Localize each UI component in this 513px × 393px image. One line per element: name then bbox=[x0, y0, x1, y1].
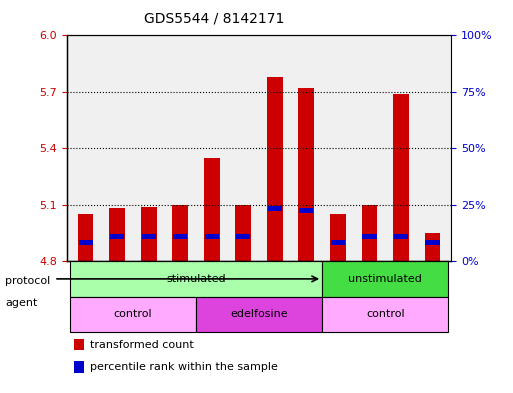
Bar bbox=[425, 240, 440, 245]
Bar bbox=[236, 234, 250, 239]
Bar bbox=[109, 208, 125, 261]
Bar bbox=[173, 234, 187, 239]
Bar bbox=[425, 233, 440, 261]
Bar bbox=[142, 234, 156, 239]
FancyBboxPatch shape bbox=[322, 261, 448, 297]
Bar bbox=[267, 77, 283, 261]
Bar bbox=[235, 205, 251, 261]
Bar bbox=[394, 234, 408, 239]
Text: transformed count: transformed count bbox=[90, 340, 193, 349]
Text: control: control bbox=[113, 309, 152, 320]
FancyBboxPatch shape bbox=[70, 261, 322, 297]
Bar bbox=[78, 214, 93, 261]
Bar bbox=[204, 158, 220, 261]
Bar bbox=[205, 234, 219, 239]
FancyBboxPatch shape bbox=[70, 297, 196, 332]
Bar bbox=[74, 339, 84, 350]
Bar bbox=[110, 234, 124, 239]
Bar bbox=[268, 206, 282, 211]
Bar bbox=[362, 234, 377, 239]
Text: stimulated: stimulated bbox=[166, 274, 226, 284]
Bar bbox=[331, 240, 345, 245]
Bar bbox=[299, 88, 314, 261]
Text: control: control bbox=[366, 309, 405, 320]
Bar bbox=[393, 94, 409, 261]
Bar bbox=[74, 362, 84, 373]
Bar bbox=[330, 214, 346, 261]
FancyBboxPatch shape bbox=[322, 297, 448, 332]
Text: edelfosine: edelfosine bbox=[230, 309, 288, 320]
Bar bbox=[78, 240, 93, 245]
FancyBboxPatch shape bbox=[196, 297, 322, 332]
Text: protocol: protocol bbox=[5, 276, 50, 286]
Text: unstimulated: unstimulated bbox=[348, 274, 422, 284]
Text: GDS5544 / 8142171: GDS5544 / 8142171 bbox=[144, 12, 284, 26]
Text: percentile rank within the sample: percentile rank within the sample bbox=[90, 362, 278, 372]
Bar bbox=[299, 208, 313, 213]
Text: agent: agent bbox=[5, 298, 37, 308]
Bar bbox=[172, 205, 188, 261]
Bar bbox=[141, 207, 156, 261]
Bar bbox=[362, 205, 378, 261]
